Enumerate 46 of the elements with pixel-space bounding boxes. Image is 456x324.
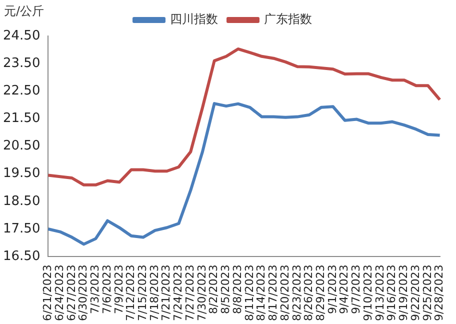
x-tick-label: 6/27/2023	[64, 264, 78, 322]
x-tick-label: 8/23/2023	[290, 264, 304, 322]
x-tick-label: 8/20/2023	[278, 264, 292, 322]
x-tick-label: 7/9/2023	[112, 264, 126, 314]
x-tick-label: 7/24/2023	[172, 264, 185, 322]
x-tick-label: 8/5/2023	[219, 264, 232, 314]
y-tick-label: 24.50	[3, 28, 40, 44]
x-tick-label: 8/11/2023	[242, 264, 256, 322]
x-tick-label: 9/28/2023	[432, 264, 446, 322]
y-axis-title: 元/公斤	[4, 4, 44, 18]
x-tick-label: 7/3/2023	[88, 264, 102, 314]
y-tick-label: 23.50	[3, 56, 40, 71]
y-tick-label: 17.50	[3, 221, 40, 236]
x-tick-label: 8/29/2023	[314, 264, 327, 322]
x-tick-label: 9/7/2023	[350, 264, 363, 314]
legend-label: 四川指数	[170, 12, 218, 26]
legend-label: 广东指数	[264, 12, 312, 26]
x-tick-label: 9/4/2023	[338, 264, 351, 314]
y-tick-label: 18.50	[3, 194, 40, 209]
y-tick-label: 16.50	[3, 248, 40, 264]
y-tick-label: 19.50	[3, 166, 40, 182]
x-tick-label: 6/24/2023	[52, 264, 66, 322]
x-tick-label: 6/30/2023	[76, 264, 90, 322]
x-tick-label: 7/18/2023	[148, 264, 161, 322]
x-tick-label: 9/13/2023	[373, 264, 386, 322]
x-tick-label: 7/6/2023	[100, 264, 114, 314]
x-tick-label: 9/19/2023	[397, 264, 410, 322]
x-tick-label: 9/10/2023	[361, 264, 374, 322]
x-tick-label: 9/1/2023	[326, 264, 339, 314]
x-tick-label: 9/22/2023	[408, 264, 422, 322]
x-tick-label: 7/15/2023	[136, 264, 150, 322]
x-tick-label: 8/14/2023	[254, 264, 268, 322]
x-tick-label: 8/17/2023	[266, 264, 280, 322]
x-tick-label: 8/2/2023	[207, 264, 220, 314]
x-tick-label: 6/21/2023	[41, 264, 54, 322]
x-tick-label: 8/26/2023	[302, 264, 316, 322]
x-tick-label: 7/30/2023	[195, 264, 208, 322]
y-tick-label: 22.50	[3, 84, 40, 99]
x-tick-label: 7/27/2023	[183, 264, 196, 322]
x-tick-label: 7/12/2023	[124, 264, 138, 322]
x-tick-label: 8/8/2023	[230, 264, 244, 314]
y-tick-label: 20.50	[3, 138, 40, 154]
x-tick-label: 9/16/2023	[385, 264, 398, 322]
x-tick-label: 9/25/2023	[420, 264, 434, 322]
y-tick-label: 21.50	[3, 111, 40, 126]
x-tick-label: 7/21/2023	[160, 264, 173, 322]
